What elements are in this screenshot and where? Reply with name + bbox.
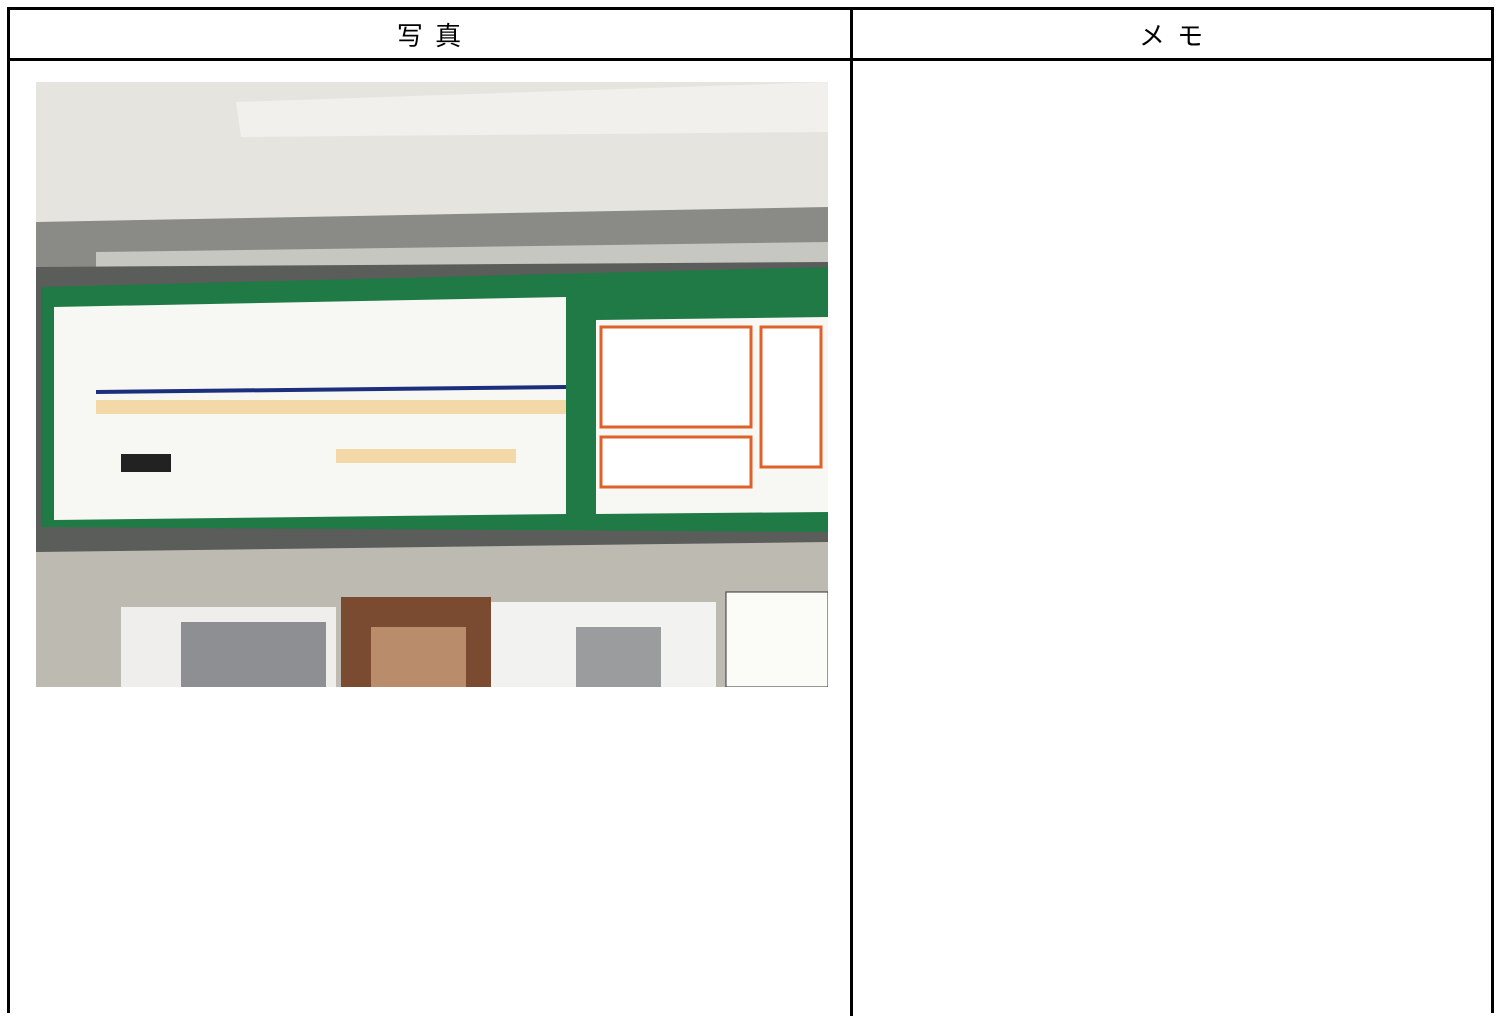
column-divider — [850, 10, 853, 1016]
memo-table: 写 真 メ モ — [7, 7, 1494, 1016]
photo — [36, 82, 828, 687]
column-header: メ モ — [853, 10, 1491, 61]
column-header: 写 真 — [10, 10, 850, 61]
